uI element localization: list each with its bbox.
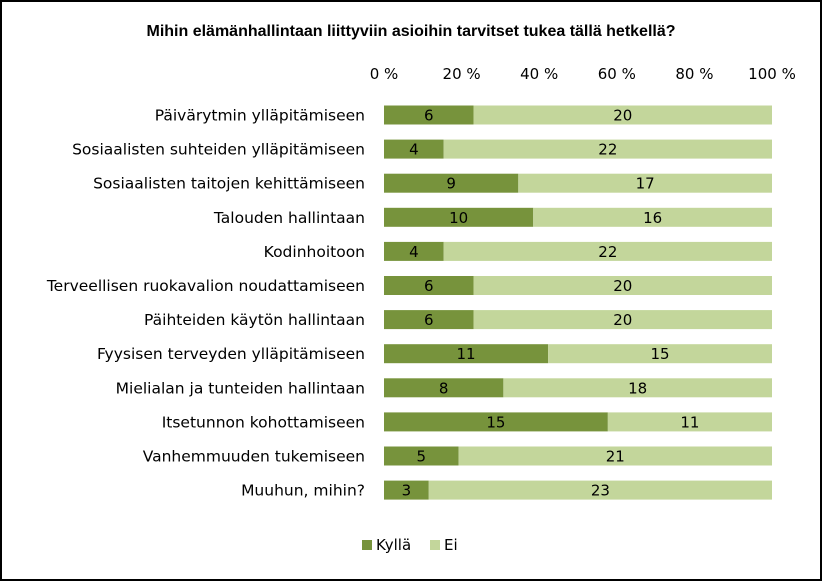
- x-axis-ticks: 0 % 20 % 40 % 60 % 80 % 100 %: [370, 65, 796, 83]
- data-label: 22: [598, 141, 617, 159]
- bar-kyllä: [384, 207, 534, 227]
- bar-ei: [458, 446, 772, 466]
- data-label: 11: [680, 413, 699, 431]
- data-label: 9: [446, 175, 456, 193]
- bar-kyllä: [384, 378, 504, 398]
- data-label: 18: [628, 379, 647, 397]
- category-label: Terveellisen ruokavalion noudattamiseen: [46, 277, 365, 295]
- data-label: 6: [424, 311, 434, 329]
- bar-kyllä: [384, 310, 474, 330]
- data-label: 8: [439, 379, 449, 397]
- data-label: 15: [651, 345, 670, 363]
- bar-kyllä: [384, 412, 608, 432]
- bar-ei: [443, 241, 772, 261]
- legend-label: Ei: [444, 536, 458, 554]
- bar-ei: [548, 344, 772, 364]
- data-label: 17: [636, 175, 655, 193]
- data-label: 22: [598, 243, 617, 261]
- data-label: 10: [449, 209, 468, 227]
- data-label: 15: [486, 413, 505, 431]
- data-label: 20: [613, 107, 632, 125]
- category-label: Sosiaalisten taitojen kehittämiseen: [93, 175, 365, 193]
- bar-kyllä: [384, 105, 474, 125]
- data-label: 11: [457, 345, 476, 363]
- category-label: Talouden hallintaan: [213, 209, 365, 227]
- bar-kyllä: [384, 446, 459, 466]
- data-label: 16: [643, 209, 662, 227]
- data-label: 6: [424, 107, 434, 125]
- bar-kyllä: [384, 241, 444, 261]
- data-label: 4: [409, 141, 419, 159]
- chart-title: Mihin elämänhallintaan liittyviin asioih…: [146, 23, 675, 40]
- bar-kyllä: [384, 139, 444, 159]
- bar-kyllä: [384, 344, 549, 364]
- category-label: Päihteiden käytön hallintaan: [144, 311, 365, 329]
- x-tick-label: 100 %: [748, 65, 796, 83]
- x-tick-label: 80 %: [675, 65, 713, 83]
- category-label: Itsetunnon kohottamiseen: [162, 413, 365, 431]
- data-label: 3: [402, 482, 412, 500]
- category-label: Mielialan ja tunteiden hallintaan: [116, 379, 365, 397]
- category-label: Päivärytmin ylläpitämiseen: [155, 107, 365, 125]
- x-tick-label: 20 %: [443, 65, 481, 83]
- bar-ei: [473, 276, 772, 295]
- data-label: 20: [613, 311, 632, 329]
- data-label: 6: [424, 277, 434, 295]
- legend: Kyllä Ei: [362, 536, 458, 554]
- bar-ei: [443, 139, 772, 159]
- data-label: 4: [409, 243, 419, 261]
- x-tick-label: 40 %: [520, 65, 558, 83]
- bar-ei: [473, 105, 772, 125]
- data-label: 23: [591, 482, 610, 500]
- bar-kyllä: [384, 173, 519, 193]
- legend-swatch-kyllä: [362, 540, 372, 550]
- legend-label: Kyllä: [376, 536, 411, 554]
- category-label: Fyysisen terveyden ylläpitämiseen: [97, 345, 365, 363]
- bar-ei: [607, 412, 772, 432]
- bar-ei: [533, 207, 772, 227]
- category-label: Sosiaalisten suhteiden ylläpitämiseen: [72, 141, 365, 159]
- bar-ei: [503, 378, 772, 398]
- x-tick-label: 60 %: [598, 65, 636, 83]
- bar-kyllä: [384, 480, 429, 500]
- bar-ei: [473, 310, 772, 330]
- bar-kyllä: [384, 276, 474, 295]
- data-label: 5: [417, 448, 427, 466]
- category-labels: Päivärytmin ylläpitämiseen Sosiaalisten s…: [46, 107, 365, 500]
- legend-swatch-ei: [430, 540, 440, 550]
- data-label: 21: [606, 448, 625, 466]
- x-tick-label: 0 %: [370, 65, 399, 83]
- category-label: Kodinhoitoon: [264, 243, 365, 261]
- bars: [384, 105, 772, 500]
- data-label: 20: [613, 277, 632, 295]
- bar-ei: [428, 480, 772, 500]
- category-label: Muuhun, mihin?: [241, 482, 365, 500]
- category-label: Vanhemmuuden tukemiseen: [143, 448, 365, 466]
- bar-ei: [518, 173, 772, 193]
